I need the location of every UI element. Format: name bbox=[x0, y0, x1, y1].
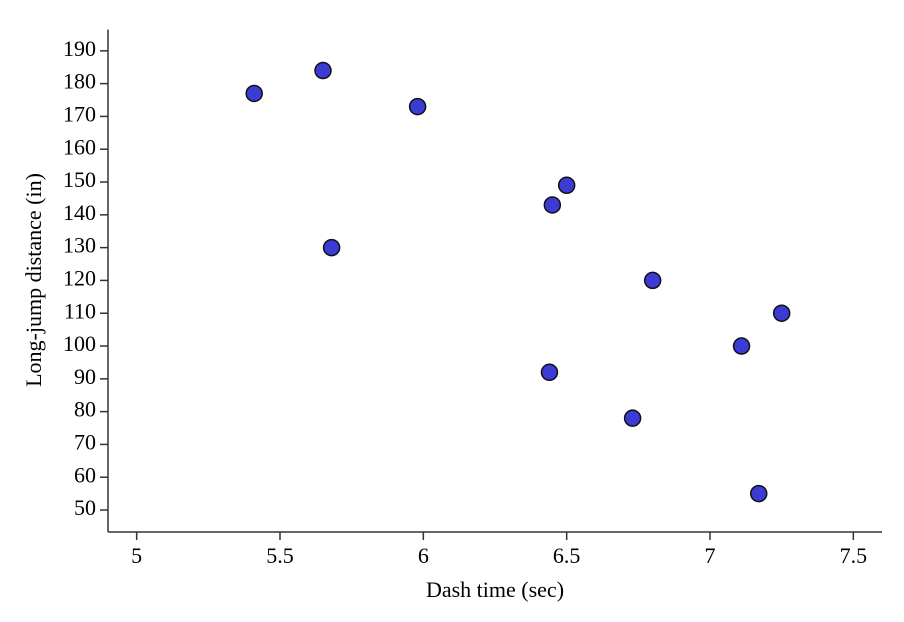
y-tick-label: 150 bbox=[63, 167, 96, 192]
point bbox=[322, 238, 341, 257]
point bbox=[623, 409, 642, 427]
x-tick-label: 7.5 bbox=[840, 543, 868, 568]
x-tick-label: 5.5 bbox=[266, 543, 294, 568]
y-tick-label: 130 bbox=[63, 233, 96, 258]
point bbox=[543, 196, 562, 214]
point bbox=[732, 337, 751, 355]
y-tick-label: 70 bbox=[74, 429, 96, 454]
y-tick-label: 120 bbox=[63, 265, 96, 290]
y-axis-label: Long-jump distance (in) bbox=[21, 173, 46, 387]
x-axis-label: Dash time (sec) bbox=[426, 577, 564, 602]
y-tick-label: 160 bbox=[63, 134, 96, 159]
point bbox=[408, 97, 427, 116]
x-tick-label: 6 bbox=[418, 543, 429, 568]
point bbox=[314, 61, 332, 80]
x-tick-label: 5 bbox=[131, 543, 142, 568]
point bbox=[557, 176, 576, 195]
y-tick-label: 140 bbox=[63, 200, 96, 225]
point bbox=[643, 271, 662, 290]
point bbox=[772, 304, 791, 322]
y-tick-label: 110 bbox=[64, 298, 96, 323]
y-tick-label: 80 bbox=[74, 397, 96, 422]
point bbox=[749, 484, 768, 503]
point bbox=[540, 363, 559, 382]
y-tick-label: 180 bbox=[63, 69, 96, 94]
y-tick-label: 170 bbox=[63, 101, 96, 126]
y-tick-label: 60 bbox=[74, 462, 96, 487]
x-tick-label: 6.5 bbox=[553, 543, 581, 568]
y-tick-label: 190 bbox=[63, 36, 96, 61]
y-tick-label: 100 bbox=[63, 331, 96, 356]
y-tick-label: 50 bbox=[74, 495, 96, 520]
point bbox=[245, 84, 263, 103]
y-tick-label: 90 bbox=[74, 364, 96, 389]
x-tick-label: 7 bbox=[705, 543, 716, 568]
